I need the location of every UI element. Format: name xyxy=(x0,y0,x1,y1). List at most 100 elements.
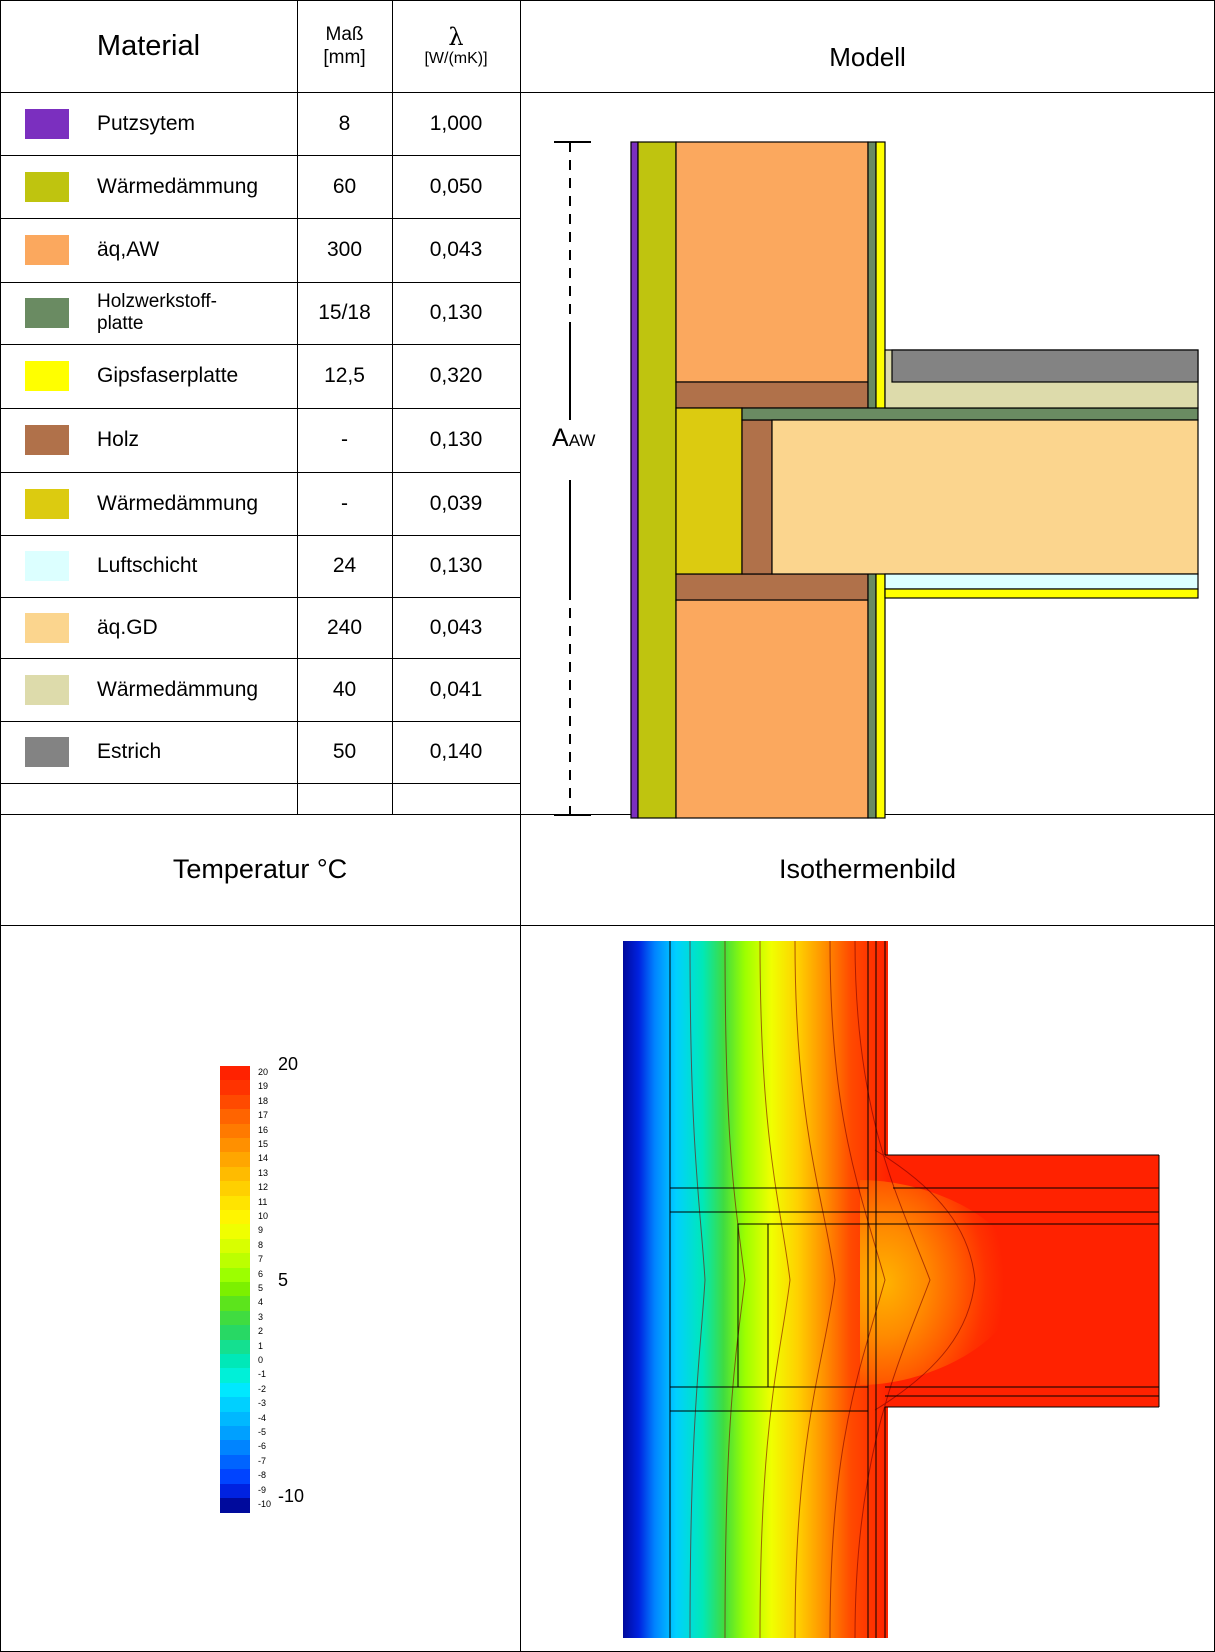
dimension-label-main: A xyxy=(552,424,569,452)
material-name: Wärmedämmung xyxy=(97,174,259,198)
legend-tick-label: 20 xyxy=(258,1067,269,1077)
dimension-line xyxy=(554,141,591,816)
material-lambda: 0,130 xyxy=(429,428,483,451)
legend-color-step xyxy=(220,1454,250,1470)
isotherm-lines xyxy=(689,940,976,1639)
isotherm-wall xyxy=(623,941,888,1638)
col-divider-mass xyxy=(392,0,393,814)
material-name: Estrich xyxy=(97,740,162,763)
legend-color-step xyxy=(220,1238,250,1254)
legend-color-step xyxy=(220,1210,250,1225)
header-lambda-unit: [W/(mK)] xyxy=(424,50,488,67)
legend-color-step xyxy=(220,1123,250,1139)
legend-tick-label: 18 xyxy=(258,1095,269,1106)
col-divider-name xyxy=(297,0,298,814)
model-aw-bottom xyxy=(675,599,869,819)
legend-color-step xyxy=(220,1253,250,1269)
legend-color-step xyxy=(220,1181,250,1197)
table-row-rule xyxy=(0,155,520,156)
material-thickness: 50 xyxy=(332,740,357,763)
material-swatch xyxy=(25,551,69,581)
material-thickness: 300 xyxy=(326,238,363,261)
table-row-rule xyxy=(0,344,520,345)
table-mid-rule xyxy=(0,814,1215,815)
header-model: Modell xyxy=(829,42,906,72)
isotherm-bulb xyxy=(860,1180,1020,1385)
material-name: Wärmedämmung xyxy=(97,677,259,701)
header-temperature: Temperatur °C xyxy=(172,854,348,884)
legend-color-step xyxy=(220,1483,250,1499)
material-lambda: 0,130 xyxy=(429,554,483,577)
material-lambda: 0,140 xyxy=(429,740,483,763)
material-swatch xyxy=(25,612,69,643)
material-name: äq.GD xyxy=(97,615,158,639)
legend-color-step xyxy=(220,1282,250,1297)
legend-color-step xyxy=(220,1138,250,1153)
material-swatch xyxy=(25,235,69,265)
material-swatch xyxy=(25,488,69,519)
legend-color-step xyxy=(220,1382,250,1398)
table-row-rule xyxy=(0,408,520,409)
legend-tick-label: 19 xyxy=(258,1081,269,1092)
material-swatch xyxy=(25,108,69,139)
model-holz-top xyxy=(675,381,869,409)
legend-color-step xyxy=(220,1368,250,1384)
dimension-label: AAW xyxy=(550,424,598,453)
header-mass-label: Maß xyxy=(325,24,364,45)
legend-tick-label: 3 xyxy=(258,1311,264,1322)
legend-tick-label: -10 xyxy=(258,1499,272,1509)
table-row-rule xyxy=(0,721,520,722)
legend-tick-label: 10 xyxy=(258,1211,269,1221)
material-thickness: - xyxy=(341,491,348,515)
legend-color-step xyxy=(220,1109,250,1125)
material-lambda: 0,039 xyxy=(429,491,483,515)
legend-major-label: 20 xyxy=(278,1054,299,1074)
material-lambda: 1,000 xyxy=(429,111,483,135)
legend-tick-label: 4 xyxy=(258,1297,264,1308)
legend-tick-label: -6 xyxy=(258,1441,267,1452)
legend-color-step xyxy=(220,1224,250,1240)
material-name: Gipsfaserplatte xyxy=(97,364,239,387)
legend-tick-label: 7 xyxy=(258,1254,264,1265)
legend-tick-label: -3 xyxy=(258,1398,267,1409)
legend-tick-label: 12 xyxy=(258,1182,269,1193)
header-lambda-symbol: λ xyxy=(448,23,464,51)
legend-color-step xyxy=(220,1267,250,1283)
table-border-left xyxy=(0,0,1,1652)
material-thickness: 12,5 xyxy=(324,364,365,387)
material-thickness: 8 xyxy=(338,111,351,135)
material-swatch xyxy=(25,737,69,767)
legend-tick-label: 1 xyxy=(258,1340,264,1351)
legend-color-step xyxy=(220,1296,250,1312)
legend-color-step xyxy=(220,1310,250,1326)
legend-major-label: 5 xyxy=(278,1270,289,1290)
legend-tick-label: -5 xyxy=(258,1427,267,1437)
material-name: Wärmedämmung xyxy=(97,491,259,515)
header-mass-unit: [mm] xyxy=(323,47,366,68)
legend-tick-label: -7 xyxy=(258,1455,267,1466)
legend-tick-label: 15 xyxy=(258,1139,269,1149)
header-material: Material xyxy=(96,29,201,62)
legend-color-step xyxy=(220,1440,250,1456)
material-lambda: 0,130 xyxy=(429,301,483,324)
material-thickness: 60 xyxy=(332,174,357,198)
table-center-divider xyxy=(520,0,521,1652)
model-estrich xyxy=(891,349,1199,383)
legend-tick-label: 17 xyxy=(258,1110,269,1121)
material-lambda: 0,043 xyxy=(429,238,483,261)
material-thickness: 40 xyxy=(332,677,357,701)
header-mass: Maß [mm] xyxy=(297,0,392,92)
legend-tick-label: 13 xyxy=(258,1167,269,1178)
legend-tick-label: -2 xyxy=(258,1383,267,1394)
legend-tick-label: -8 xyxy=(258,1470,267,1481)
legend-tick-label: -9 xyxy=(258,1484,267,1495)
table-row-rule xyxy=(0,597,520,598)
model-aw-top xyxy=(675,141,869,383)
model-aeq-gd xyxy=(771,419,1199,575)
material-swatch xyxy=(25,298,69,328)
model-gipsfaserplatte-ceiling xyxy=(884,588,1199,599)
table-row-rule xyxy=(0,658,520,659)
material-lambda: 0,041 xyxy=(429,677,483,701)
